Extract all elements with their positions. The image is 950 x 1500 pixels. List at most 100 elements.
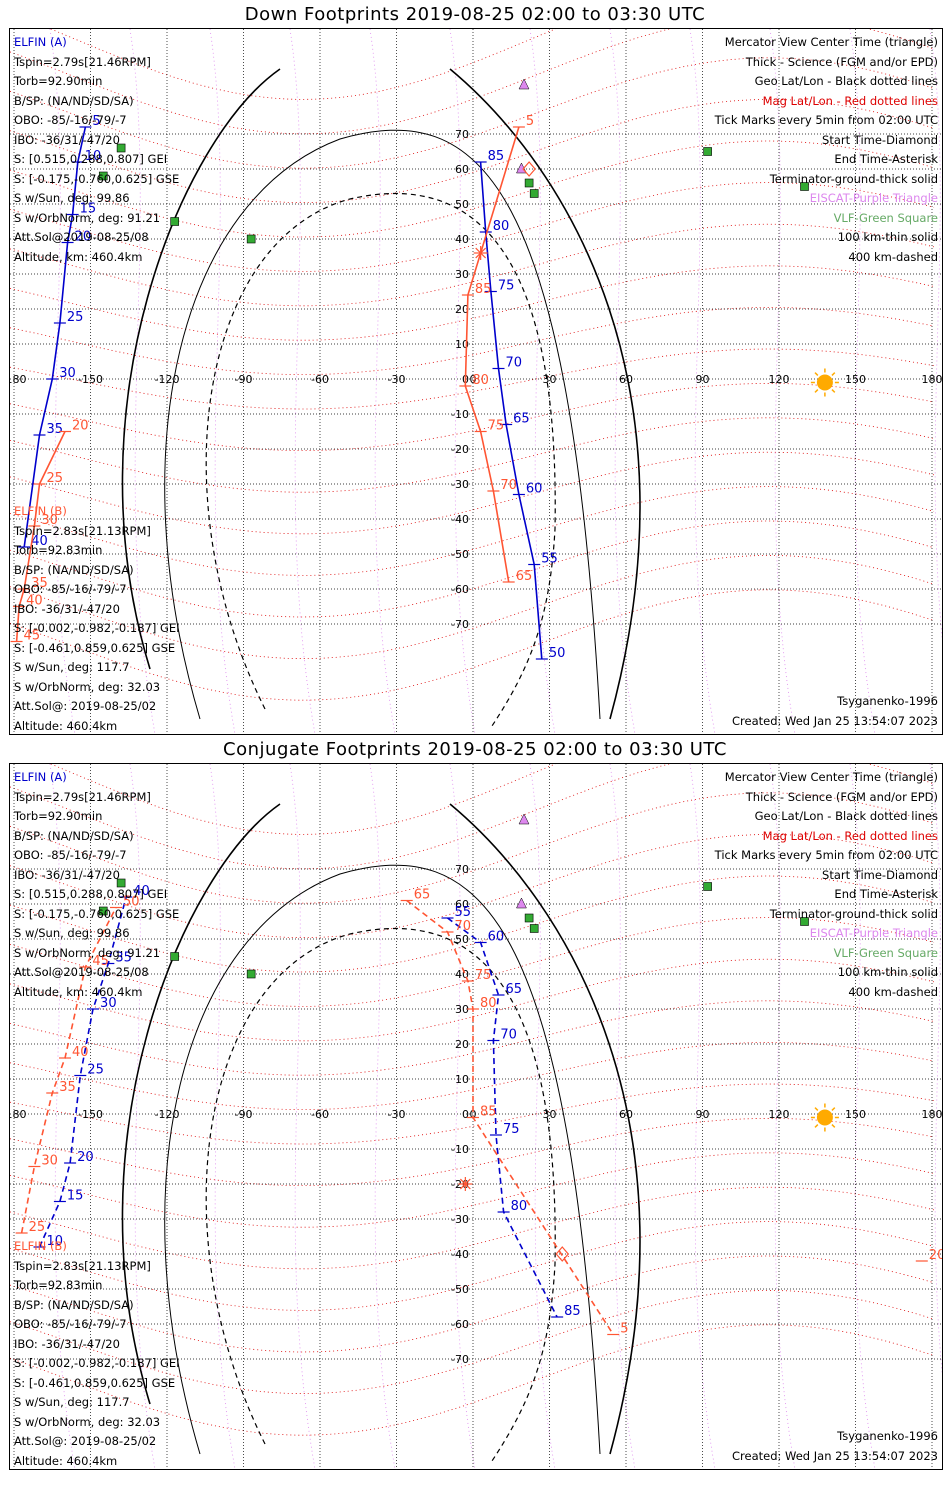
sun-ray — [831, 1124, 836, 1128]
mag-lat-line — [10, 1041, 935, 1110]
y-tick-label: 30 — [455, 268, 469, 281]
mag-lon-line — [449, 764, 476, 1469]
mag-lon-line — [289, 764, 316, 1469]
mag-lat-line — [10, 182, 935, 272]
tick-label: 85 — [488, 149, 505, 164]
created-label: Created: Wed Jan 25 13:54:07 2023 — [731, 713, 938, 728]
vlf-square-icon — [116, 143, 126, 153]
y-tick-label: 70 — [455, 128, 469, 141]
sun-ray — [814, 1107, 819, 1111]
mag-lon-line — [529, 29, 556, 734]
sc-a-line: S: [0.515,0.288,0.807] GEI — [14, 887, 168, 901]
legend-item: Mercator View Center Time (triangle) — [724, 35, 938, 49]
tick-label: 30 — [100, 996, 117, 1011]
x-tick-label: 90 — [696, 1108, 710, 1121]
panel-title-down: Down Footprints 2019-08-25 02:00 to 03:3… — [244, 4, 706, 25]
tick-label: 40 — [26, 594, 43, 609]
conjugate-footprints-panel: -180-150-120-90-60-303060901201501807060… — [9, 763, 943, 1470]
view-center-triangle-icon — [518, 78, 530, 90]
legend-item: Terminator-ground-thick solid — [769, 906, 938, 921]
mag-lat-line — [10, 1117, 935, 1186]
tick-label: 40 — [31, 534, 48, 549]
sun-ray — [831, 1107, 836, 1111]
footprint-track — [15, 431, 66, 642]
view-center-triangle-icon — [518, 813, 530, 825]
mag-lat-line — [10, 348, 935, 410]
sc-b-line: OBO: -85/-16/-79/-7 — [14, 1317, 127, 1331]
tick-label: 50 — [549, 646, 566, 661]
start-diamond-icon — [522, 161, 536, 177]
tick-label: 65 — [513, 412, 530, 427]
sun-ray — [814, 1124, 819, 1128]
sc-a-line: S w/OrbNorm, deg: 91.21 — [14, 945, 161, 960]
end-asterisk-icon — [475, 247, 487, 259]
mag-lat-line — [10, 265, 935, 341]
x-tick-label: 60 — [619, 373, 633, 386]
vlf-square-icon — [703, 147, 712, 156]
legend-item: 400 km-dashed — [848, 249, 938, 264]
tick-label: 40 — [72, 1045, 89, 1060]
mag-lat-line — [10, 417, 935, 493]
x-tick-label: 120 — [769, 1108, 790, 1121]
x-tick-label: -120 — [155, 1108, 180, 1121]
legend-item: Tick Marks every 5min from 02:00 UTC — [714, 113, 938, 127]
terminator-line — [121, 68, 641, 720]
footprint-track — [406, 899, 614, 1335]
sc-b-line: IBO: -36/31/-47/20 — [14, 1336, 120, 1351]
mag-lon-line — [689, 29, 716, 734]
boundary-100km — [164, 864, 601, 1455]
boundary-400km — [205, 927, 556, 1465]
legend-item: 400 km-dashed — [848, 984, 938, 999]
tick-label: 85 — [480, 1105, 497, 1120]
sc-a-line: S w/Sun, deg: 99.86 — [14, 191, 130, 205]
mag-lon-line — [529, 764, 556, 1469]
sc-b-line: OBO: -85/-16/-79/-7 — [14, 582, 127, 596]
start-diamond-icon — [555, 1246, 570, 1262]
mag-lon-line — [689, 764, 716, 1469]
tick-label: 5 — [526, 114, 534, 129]
y-tick-label: -60 — [451, 583, 469, 596]
x-tick-label: -120 — [155, 373, 180, 386]
map-svg-conjugate: -180-150-120-90-60-303060901201501807060… — [10, 764, 942, 1469]
y-tick-label: -50 — [451, 1283, 469, 1296]
mag-lat-line — [10, 1152, 935, 1228]
x-tick-label: 90 — [696, 373, 710, 386]
mag-lon-line — [209, 764, 236, 1469]
tick-label: 35 — [59, 1080, 76, 1095]
tick-label: 55 — [541, 552, 558, 567]
y-tick-label: 20 — [455, 303, 469, 316]
y-tick-label: 10 — [455, 338, 469, 351]
sc-a-line: Tspin=2.79s[21.46RPM] — [14, 54, 151, 69]
tick-label: 25 — [67, 310, 84, 325]
mag-lon-line — [849, 29, 876, 734]
tick-label: 5 — [620, 1322, 628, 1337]
y-tick-label: 50 — [455, 198, 469, 211]
tick-label: 70 — [500, 478, 517, 493]
created-label: Created: Wed Jan 25 13:54:07 2023 — [731, 1448, 938, 1463]
legend-item: Mercator View Center Time (triangle) — [724, 770, 938, 784]
legend: Mercator View Center Time (triangle) Thi… — [715, 768, 938, 1002]
y-tick-label: -30 — [451, 478, 469, 491]
footer-info: Tsyganenko-1996 Created: Wed Jan 25 13:5… — [732, 692, 938, 731]
y-tick-label: -50 — [451, 548, 469, 561]
x-tick-label: 0 — [470, 1108, 477, 1121]
tick-label: 25 — [87, 1063, 104, 1078]
tick-label: 40 — [133, 884, 150, 899]
sc-b-info: ELFIN (B) Tspin=2.83s[21.13RPM] Torb=92.… — [14, 1237, 180, 1469]
tick-label: 10 — [47, 1234, 64, 1249]
x-tick-label: 0 — [470, 373, 477, 386]
sc-a-line: B/SP: (NA/ND/SD/SA) — [14, 828, 134, 843]
sc-a-line: IBO: -36/31/-47/20 — [14, 132, 120, 147]
tick-label: 10 — [85, 149, 102, 164]
y-tick-label: -10 — [451, 1143, 469, 1156]
sc-b-line: Altitude: 460.4km — [14, 1453, 118, 1468]
sc-b-line: Torb=92.83min — [14, 543, 103, 557]
mag-lon-line — [129, 764, 156, 1469]
tick-label: 45 — [92, 954, 109, 969]
x-tick-label: -30 — [388, 373, 406, 386]
sc-a-line: Att.Sol@2019-08-25/08 — [14, 230, 149, 244]
sc-a-line: S: [-0.175,-0.760,0.625] GSE — [14, 171, 180, 186]
tick-label: 70 — [500, 1028, 517, 1043]
sc-a-info: ELFIN (A) Tspin=2.79s[21.46RPM] Torb=92.… — [14, 768, 179, 1002]
x-tick-label: 60 — [619, 1108, 633, 1121]
